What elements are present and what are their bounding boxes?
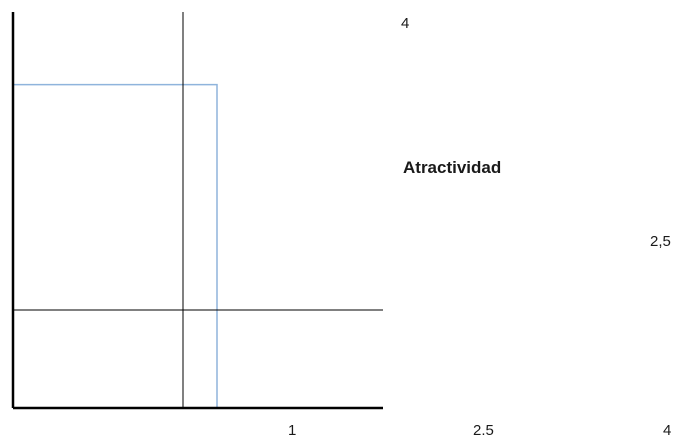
tick-label-y-top: 4 xyxy=(401,15,410,32)
highlight-box xyxy=(13,83,218,408)
tick-label-y-mid: 2,5 xyxy=(650,233,671,250)
tick-label-x-1: 1 xyxy=(288,422,297,439)
chart-label: Atractividad xyxy=(403,158,502,177)
tick-label-x-2: 2.5 xyxy=(473,422,494,439)
tick-label-x-3: 4 xyxy=(663,422,672,439)
